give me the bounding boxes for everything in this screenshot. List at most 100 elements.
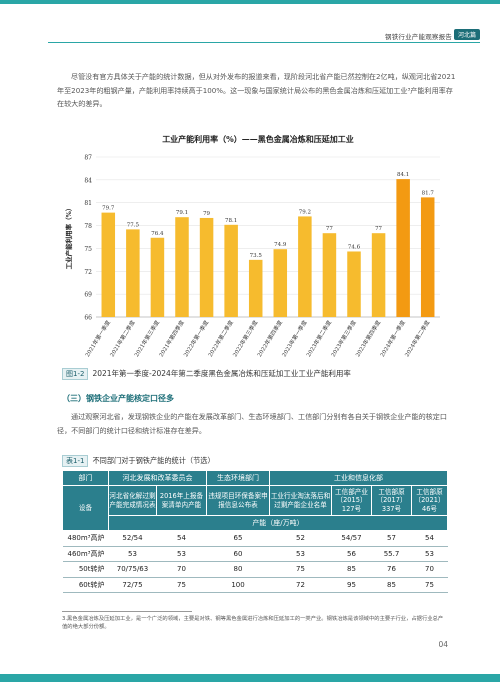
- x-tick-label: 2023年第一季度: [280, 318, 309, 358]
- y-tick-label: 78: [84, 223, 92, 230]
- device-cell: 480m³高炉: [62, 530, 109, 547]
- bar-value-label: 77.5: [127, 222, 140, 228]
- value-cell: 85: [371, 577, 412, 594]
- page-number: 04: [438, 640, 448, 649]
- bar: [101, 212, 116, 317]
- bar: [126, 229, 140, 317]
- capacity-utilization-chart: 工业产能利用率（%）——黑色金属冶炼和压延加工业 工业产能利用率（%） 66 69…: [64, 134, 440, 358]
- value-cell: 70: [411, 561, 448, 578]
- value-cell: 75: [269, 561, 332, 578]
- x-tick-label: 2024年第一季度: [378, 318, 407, 358]
- value-cell: 53: [411, 546, 448, 563]
- y-tick-label: 66: [84, 315, 92, 322]
- bar: [298, 216, 312, 317]
- device-cell: 60t转炉: [62, 577, 109, 594]
- value-cell: 55.7: [371, 546, 412, 563]
- y-tick-label: 81: [84, 200, 92, 207]
- value-cell: 95: [331, 577, 372, 594]
- bar: [396, 179, 410, 317]
- report-header-badge: 河北篇: [453, 29, 480, 40]
- bar: [347, 251, 361, 317]
- value-cell: 65: [206, 530, 270, 547]
- value-cell: 70/75/63: [108, 561, 157, 578]
- x-tick-label: 2022年第二季度: [206, 318, 235, 358]
- table-row: 480m³高炉 52/54 54 65 52 54/57 57 54: [62, 530, 448, 547]
- subhead-cell: 工信部原〔2021〕46号: [411, 485, 448, 516]
- unit-cell: 产能（座/万吨）: [108, 515, 448, 531]
- value-cell: 57: [371, 530, 412, 547]
- bar: [150, 237, 165, 317]
- table-tag: 表1-1: [62, 455, 89, 467]
- value-cell: 53: [269, 546, 332, 563]
- bar-value-label: 78.1: [225, 218, 237, 224]
- value-cell: 72: [269, 577, 332, 594]
- bar: [371, 233, 386, 317]
- footnote: 3.黑色金属冶炼及压延加工业，是一个广泛的领域，主要是对铁、钢等黑色金属进行冶炼…: [62, 616, 444, 630]
- section-heading: （三）钢铁企业产能核定口径多: [62, 394, 174, 403]
- x-tick-label: 2021年第一季度: [83, 318, 112, 358]
- table-row: 60t转炉 72/75 75 100 72 95 85 75: [62, 577, 448, 594]
- dept-env-cell: 生态环境部门: [206, 470, 270, 486]
- table-dept-row: 部门 河北发展和改革委员会 生态环境部门 工业和信息化部: [62, 470, 448, 486]
- value-cell: 54/57: [331, 530, 372, 547]
- value-cell: 56: [331, 546, 372, 563]
- x-tick-label: 2021年第三季度: [132, 318, 161, 358]
- bar-value-label: 73.5: [250, 253, 263, 259]
- subhead-cell: 2016年上报备案清单内产能: [156, 485, 207, 516]
- x-tick-label: 2024年第二季度: [403, 318, 432, 358]
- capacity-table: 部门 河北发展和改革委员会 生态环境部门 工业和信息化部 设备 河北省化解过剩产…: [62, 470, 448, 594]
- value-cell: 80: [206, 561, 270, 578]
- y-tick-label: 72: [84, 269, 92, 276]
- subhead-cell: 河北省化解过剩产能完成情况表: [108, 485, 157, 516]
- x-tick-label: 2021年第二季度: [108, 318, 137, 358]
- bar-value-label: 84.1: [397, 172, 409, 178]
- value-cell: 100: [206, 577, 270, 594]
- subhead-cell: 违规项目环保备案申报信息公布表: [206, 485, 270, 516]
- dept-label-cell: 部门: [62, 470, 109, 486]
- subhead-cell: 工信部原〔2017〕337号: [371, 485, 412, 516]
- bar: [199, 217, 214, 317]
- bar-value-label: 81.7: [422, 190, 435, 196]
- y-tick-label: 87: [84, 155, 92, 162]
- bar-value-label: 74.6: [348, 244, 361, 250]
- chart-title: 工业产能利用率（%）——黑色金属冶炼和压延加工业: [162, 134, 354, 144]
- device-cell: 50t转炉: [62, 561, 109, 578]
- value-cell: 70: [156, 561, 207, 578]
- bar: [322, 233, 337, 317]
- value-cell: 75: [156, 577, 207, 594]
- bar: [248, 259, 263, 317]
- y-axis-label: 工业产能利用率（%）: [64, 205, 73, 270]
- value-cell: 53: [156, 546, 207, 563]
- subhead-cell: 工业行业淘汰落后和过剩产能企业名单: [269, 485, 332, 516]
- table-subhead-row: 设备 河北省化解过剩产能完成情况表 2016年上报备案清单内产能 违规项目环保备…: [62, 485, 448, 531]
- bar-value-label: 79.1: [176, 210, 188, 216]
- value-cell: 53: [108, 546, 157, 563]
- bar-value-label: 79: [203, 211, 210, 217]
- value-cell: 85: [331, 561, 372, 578]
- report-header-title: 钢铁行业产能观察报告: [385, 33, 452, 41]
- x-tick-label: 2023年第二季度: [304, 318, 333, 358]
- figure-caption-text: 2021年第一季度-2024年第二季度黑色金属冶炼和压延加工业工业产能利用率: [92, 369, 351, 378]
- bar: [175, 217, 189, 317]
- footnote-divider: [62, 611, 192, 612]
- value-cell: 54: [411, 530, 448, 547]
- bar: [224, 224, 238, 317]
- y-tick-label: 75: [84, 246, 92, 253]
- x-tick-label: 2023年第三季度: [329, 318, 358, 358]
- bottom-accent-bar: [0, 674, 500, 682]
- intro-paragraph: 尽管没有官方具体关于产能的统计数据，但从对外发布的报道来看，现阶段河北省产能已然…: [57, 72, 456, 108]
- x-tick-label: 2022年第四季度: [255, 318, 284, 358]
- y-tick-label: 84: [84, 177, 92, 184]
- value-cell: 54: [156, 530, 207, 547]
- value-cell: 72/75: [108, 577, 157, 594]
- bar-value-label: 79.2: [299, 209, 311, 215]
- value-cell: 60: [206, 546, 270, 563]
- table-row: 50t转炉 70/75/63 70 80 75 85 76 70: [62, 561, 448, 578]
- top-accent-bar: [0, 0, 500, 4]
- bar-value-label: 76.4: [151, 231, 164, 237]
- section-paragraph: 通过观察河北省，发现钢铁企业的产能在发展改革部门、生态环境部门、工信部门分别有各…: [57, 412, 447, 435]
- bar: [273, 249, 288, 317]
- bar-value-label: 77: [326, 226, 333, 232]
- x-tick-label: 2022年第三季度: [231, 318, 260, 358]
- dept-miit-cell: 工业和信息化部: [269, 470, 448, 486]
